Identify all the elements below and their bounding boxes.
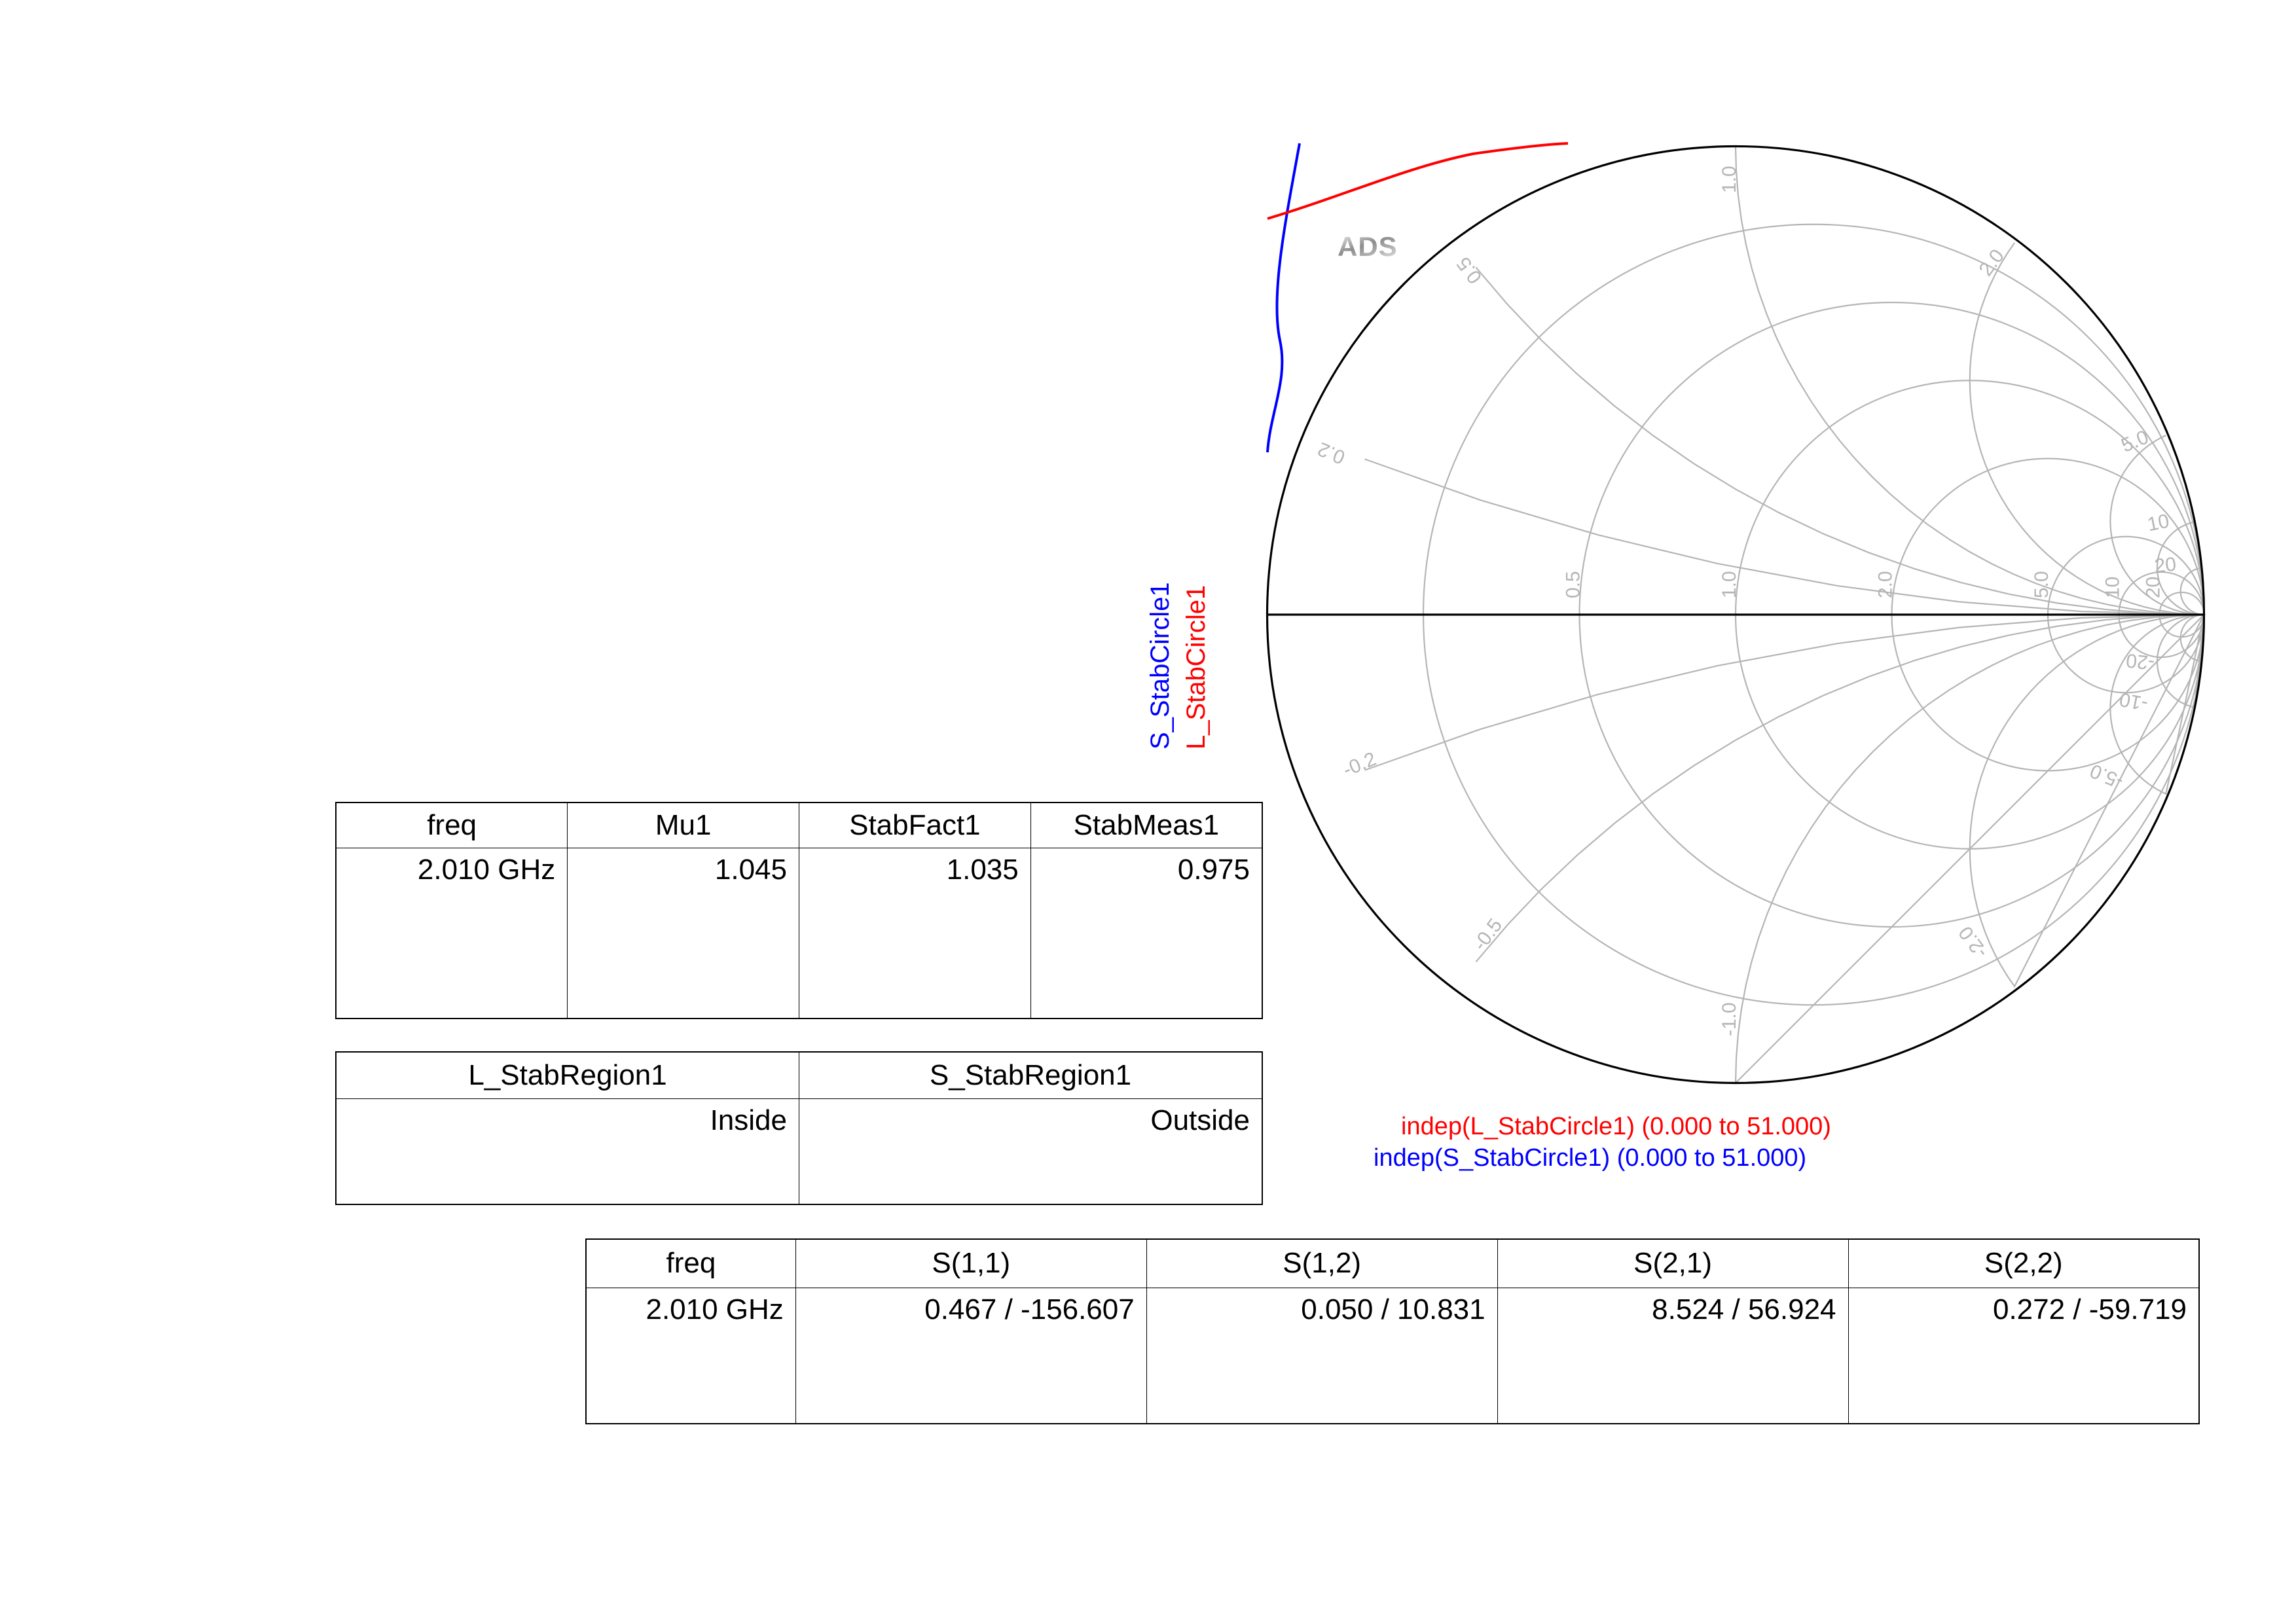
svg-text:5.0: 5.0 — [2031, 571, 2052, 598]
svg-text:-1.0: -1.0 — [1719, 1002, 1740, 1036]
svg-text:0.5: 0.5 — [1563, 571, 1584, 598]
svg-text:0.5: 0.5 — [1453, 253, 1486, 287]
svg-text:20: 20 — [2153, 554, 2177, 577]
svg-text:10: 10 — [2145, 510, 2171, 535]
svg-text:2.0: 2.0 — [1975, 245, 2009, 280]
svg-text:1.0: 1.0 — [1719, 166, 1740, 193]
svg-text:20: 20 — [2142, 577, 2164, 598]
svg-text:-10: -10 — [2118, 688, 2150, 715]
svg-text:1.0: 1.0 — [1719, 571, 1740, 598]
svg-text:-0.5: -0.5 — [1469, 914, 1506, 954]
svg-text:5.0: 5.0 — [2118, 426, 2151, 456]
svg-text:-2.0: -2.0 — [1955, 922, 1992, 962]
svg-text:-0.2: -0.2 — [1340, 748, 1379, 781]
svg-text:-20: -20 — [2125, 649, 2155, 674]
svg-text:10: 10 — [2102, 577, 2123, 598]
svg-text:2.0: 2.0 — [1875, 571, 1897, 598]
svg-text:0.2: 0.2 — [1315, 438, 1348, 468]
